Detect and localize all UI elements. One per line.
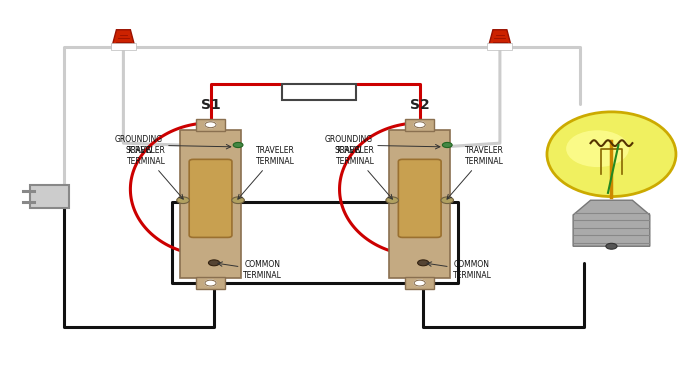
Circle shape [233,142,243,148]
FancyBboxPatch shape [189,160,232,237]
Circle shape [205,280,216,286]
FancyBboxPatch shape [196,119,225,131]
Circle shape [209,260,220,266]
Text: TRAVELER
TERMINAL: TRAVELER TERMINAL [127,146,183,199]
Circle shape [418,260,429,266]
Text: GROUNDING
SCREW: GROUNDING SCREW [115,135,231,155]
Polygon shape [489,30,511,46]
FancyBboxPatch shape [487,43,512,50]
Text: S2: S2 [410,98,430,112]
FancyBboxPatch shape [111,43,136,50]
Circle shape [414,280,426,286]
Circle shape [606,243,617,249]
Circle shape [386,197,398,204]
FancyBboxPatch shape [180,130,241,278]
Circle shape [176,197,189,204]
FancyBboxPatch shape [389,130,450,278]
Circle shape [442,142,452,148]
Text: GROUNDING
SCREW: GROUNDING SCREW [324,135,440,155]
Text: TRAVELER
TERMINAL: TRAVELER TERMINAL [238,146,295,199]
Text: COMMON
TERMINAL: COMMON TERMINAL [218,260,282,280]
Circle shape [205,122,216,128]
Text: S1: S1 [201,98,220,112]
Polygon shape [112,30,134,46]
Text: COMMON
TERMINAL: COMMON TERMINAL [427,260,491,280]
Ellipse shape [547,112,676,197]
FancyBboxPatch shape [398,160,441,237]
Ellipse shape [566,130,629,167]
FancyBboxPatch shape [196,277,225,289]
Circle shape [441,197,454,204]
Polygon shape [573,200,650,246]
Circle shape [232,197,244,204]
FancyBboxPatch shape [281,83,356,100]
FancyBboxPatch shape [405,277,435,289]
FancyBboxPatch shape [405,119,435,131]
Text: TRAVELER
TERMINAL: TRAVELER TERMINAL [336,146,393,199]
Circle shape [414,122,426,128]
Text: TRAVELER
TERMINAL: TRAVELER TERMINAL [447,146,504,199]
FancyBboxPatch shape [30,185,69,208]
